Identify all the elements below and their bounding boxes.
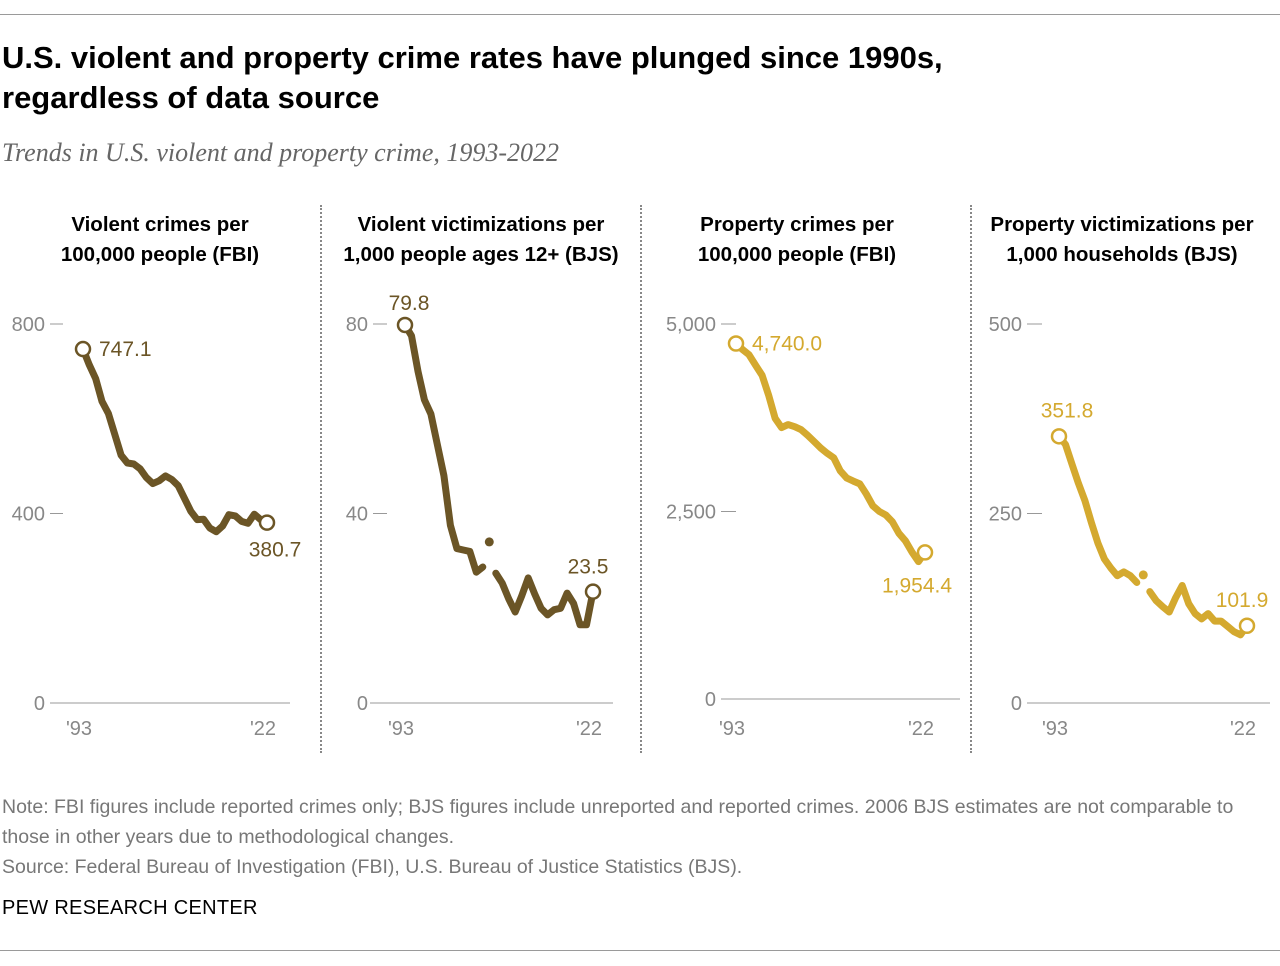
chart-title: U.S. violent and property crime rates ha… [2,40,943,115]
start-point-marker [396,316,414,334]
series-line [1146,582,1251,639]
end-value-label: 23.5 [568,556,609,579]
series-line [401,321,487,576]
panel-divider [970,205,972,753]
panel-title-1: Violent crimes per 100,000 people (FBI) [0,210,320,270]
start-point-marker [74,340,92,358]
data-point-2006 [1138,570,1148,580]
y-tick-label: 5,000 [666,314,716,336]
panel-title-line: 1,000 people ages 12+ (BJS) [343,243,619,266]
panel-title-3: Property crimes per 100,000 people (FBI) [637,210,957,270]
y-tick-label: 0 [357,693,368,715]
start-value-label: 747.1 [99,338,152,361]
end-point-marker [1238,617,1256,635]
series-line [1055,432,1141,586]
series-line [732,340,929,566]
panel-title-line: 100,000 people (FBI) [697,243,897,266]
panel-title-line: Violent victimizations per [357,213,605,236]
y-tick-label: 0 [34,693,45,715]
start-value-label: 4,740.0 [752,333,822,356]
source-text: Source: Federal Bureau of Investigation … [2,856,743,878]
y-tick-label: 2,500 [666,502,716,524]
end-point-marker [584,583,602,600]
bottom-rule [0,950,1280,951]
y-tick-label: 400 [12,504,45,526]
end-value-label: 101.9 [1216,589,1269,612]
chart-subtitle: Trends in U.S. violent and property crim… [2,138,560,167]
pew-logo-text: PEW RESEARCH CENTER [2,897,258,919]
panel-title-line: Property victimizations per [990,213,1254,236]
x-tick-label: '93 [388,718,414,740]
start-point-marker [727,335,745,352]
start-value-label: 79.8 [389,292,430,315]
x-tick-label: '22 [1230,718,1256,740]
x-tick-label: '93 [719,718,745,740]
y-tick-label: 40 [346,504,368,526]
x-tick-label: '22 [576,718,602,740]
x-tick-label: '22 [250,718,276,740]
y-tick-label: 0 [705,689,716,711]
start-value-label: 351.8 [1041,399,1094,422]
top-rule [0,14,1280,15]
panel-title-line: Property crimes per [700,213,894,236]
panel-title-4: Property victimizations per 1,000 househo… [962,210,1280,270]
panel-3: 0 2,500 5,000 '93 '22 4,740.0 1,954.4 [666,314,960,740]
series-line [492,569,597,629]
y-tick-label: 500 [989,314,1022,336]
panel-2: 0 40 80 '93 '22 79.8 23.5 [346,292,613,740]
y-tick-label: 80 [346,314,368,336]
end-point-marker [916,544,934,561]
start-point-marker [1050,428,1068,445]
end-value-label: 380.7 [249,539,302,562]
x-tick-label: '93 [66,718,92,740]
note-text: Note: FBI figures include reported crime… [2,796,1234,848]
panel-title-2: Violent victimizations per 1,000 people a… [321,210,641,270]
series-line [79,345,271,536]
panel-1: 0 400 800 '93 '22 747.1 380.7 [12,314,302,740]
panel-title-line: Violent crimes per [71,213,249,236]
end-value-label: 1,954.4 [882,574,952,597]
end-point-marker [258,514,276,531]
panel-4: 0 250 500 '93 '22 351.8 101.9 [989,314,1270,740]
y-tick-label: 250 [989,504,1022,526]
panel-title-line: 100,000 people (FBI) [60,243,260,266]
y-tick-label: 800 [12,314,45,336]
panel-divider [640,205,642,753]
panel-title-line: 1,000 households (BJS) [1006,243,1238,266]
panel-divider [320,205,322,753]
data-point-2006 [484,537,494,547]
x-tick-label: '22 [908,718,934,740]
x-tick-label: '93 [1042,718,1068,740]
y-tick-label: 0 [1011,693,1022,715]
